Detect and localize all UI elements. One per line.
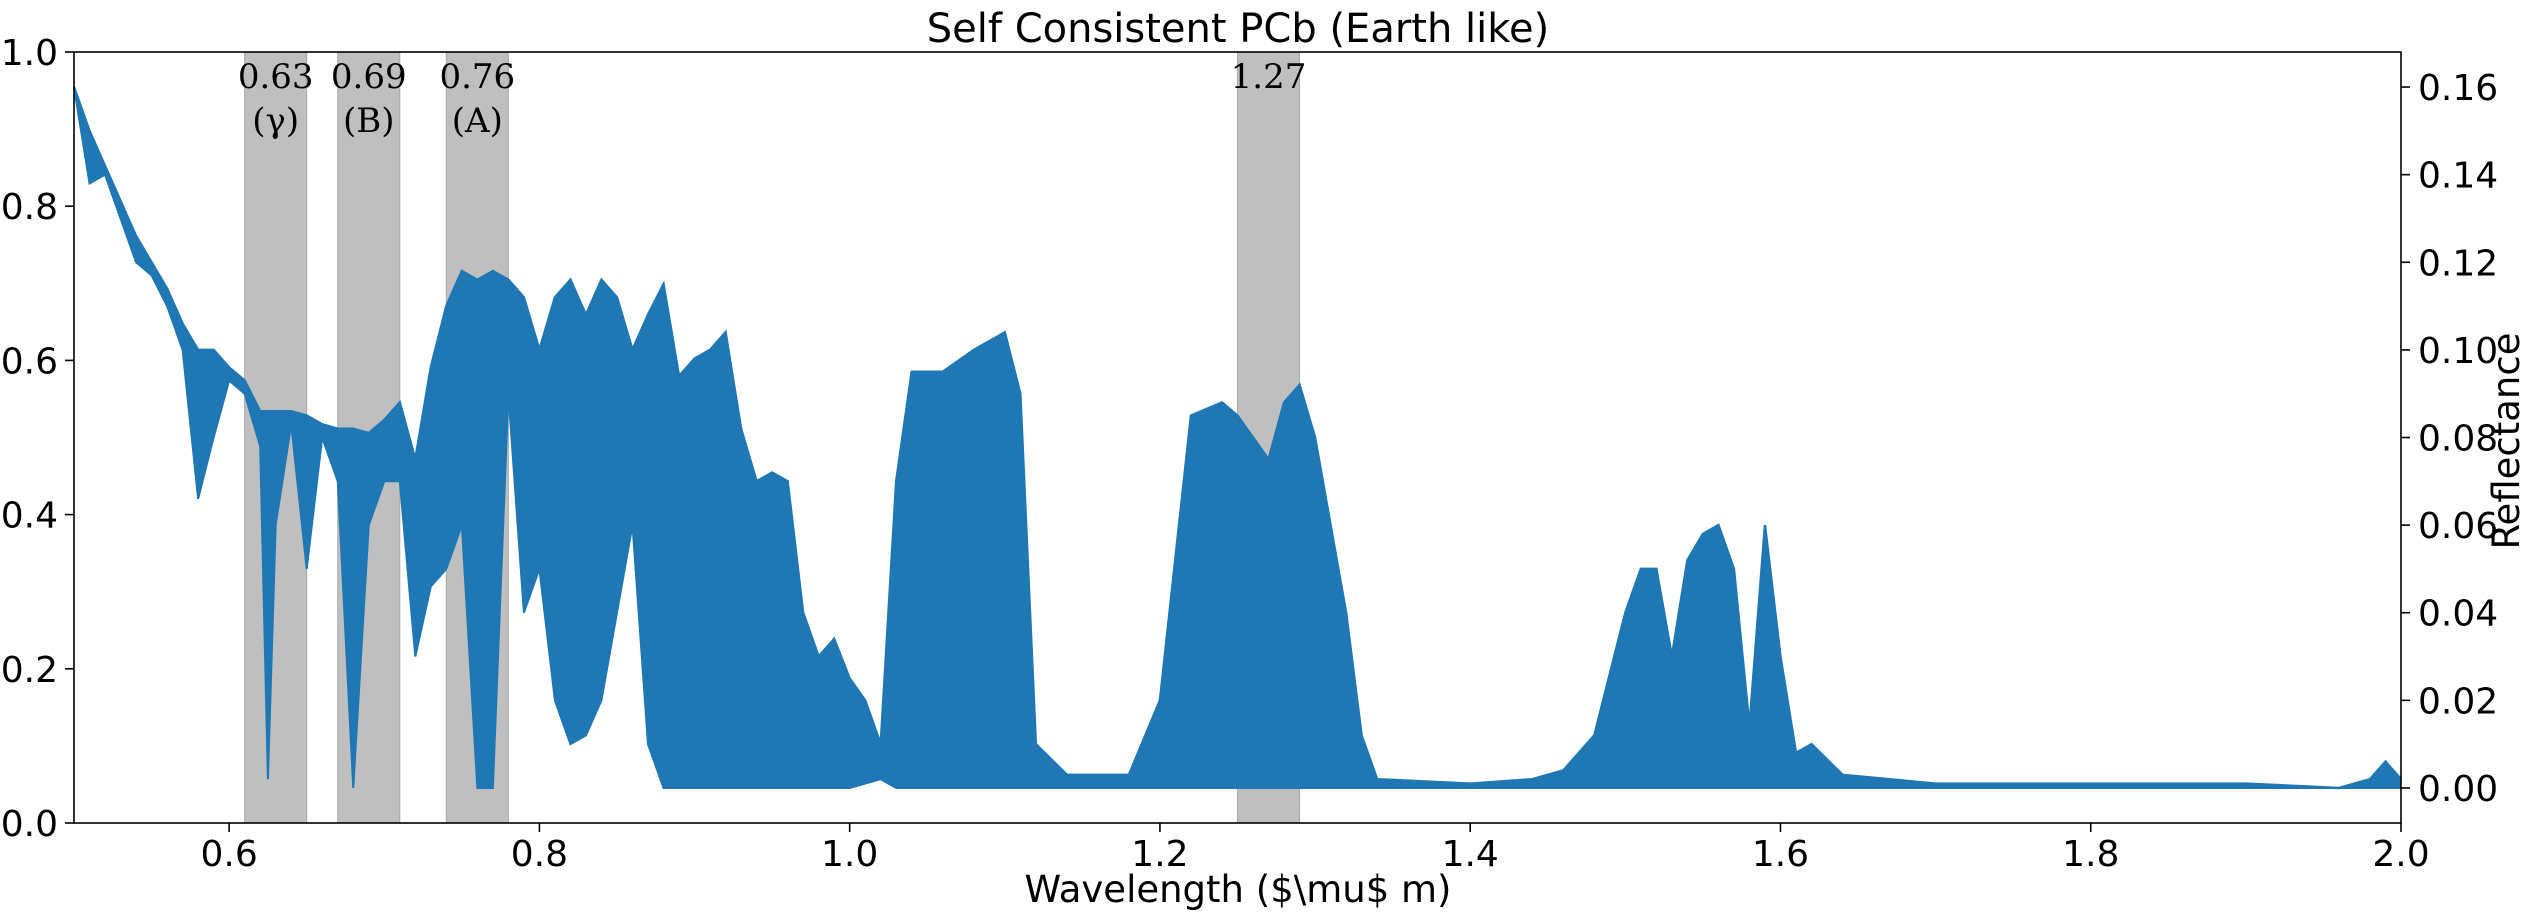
band-label: 0.76 <box>439 57 515 97</box>
series-fill <box>74 87 2401 788</box>
band-sublabel: (B) <box>343 101 395 141</box>
y-left-tick-label: 0.2 <box>1 650 58 691</box>
y-right-tick-label: 0.04 <box>2418 594 2498 635</box>
x-tick-label: 1.4 <box>1442 834 1499 875</box>
y-left-tick-label: 1.0 <box>1 33 58 74</box>
y-left-tick-label: 0.4 <box>1 496 58 537</box>
x-axis-label: Wavelength ($\mu$ m) <box>1025 868 1452 911</box>
band-labels: 0.63(γ) 0.69(B) 0.76(A) 1.27 <box>238 57 1307 141</box>
y-right-tick-label: 0.10 <box>2418 331 2498 372</box>
y-right-tick-label: 0.16 <box>2418 68 2498 109</box>
x-tick-label: 1.0 <box>821 834 878 875</box>
y-left-tick-label: 0.6 <box>1 341 58 382</box>
band-label: 0.63 <box>238 57 314 97</box>
x-tick-label: 1.6 <box>1752 834 1809 875</box>
y-right-tick-label: 0.06 <box>2418 506 2498 547</box>
y-right-tick-label: 0.02 <box>2418 681 2498 722</box>
series-upper-line <box>72 86 2402 790</box>
x-tick-label: 0.6 <box>201 834 258 875</box>
x-tick-label: 1.8 <box>2062 834 2119 875</box>
band-sublabel: (γ) <box>252 101 299 141</box>
chart-title: Self Consistent PCb (Earth like) <box>927 6 1549 52</box>
axis-ticks: 0.6 0.8 1.0 1.2 1.4 1.6 1.8 2.0 0.0 0.2 0.4 0.6 0.8 1… <box>1 33 2498 875</box>
band-label: 0.69 <box>331 57 407 97</box>
x-tick-label: 2.0 <box>2372 834 2429 875</box>
x-tick-label: 1.2 <box>1131 834 1188 875</box>
series-lower-line <box>73 86 2401 789</box>
band-label: 1.27 <box>1231 57 1307 97</box>
y-right-tick-label: 0.14 <box>2418 156 2498 197</box>
band-sublabel: (A) <box>452 101 503 141</box>
y-right-tick-label: 0.12 <box>2418 243 2498 284</box>
y-right-tick-label: 0.08 <box>2418 419 2498 460</box>
x-tick-label: 0.8 <box>511 834 568 875</box>
y-left-tick-label: 0.0 <box>1 804 58 845</box>
y-left-tick-label: 0.8 <box>1 187 58 228</box>
reflectance-series <box>72 86 2402 790</box>
y-right-tick-label: 0.00 <box>2418 769 2498 810</box>
y-right-axis-label: Reflectance <box>2485 333 2528 550</box>
